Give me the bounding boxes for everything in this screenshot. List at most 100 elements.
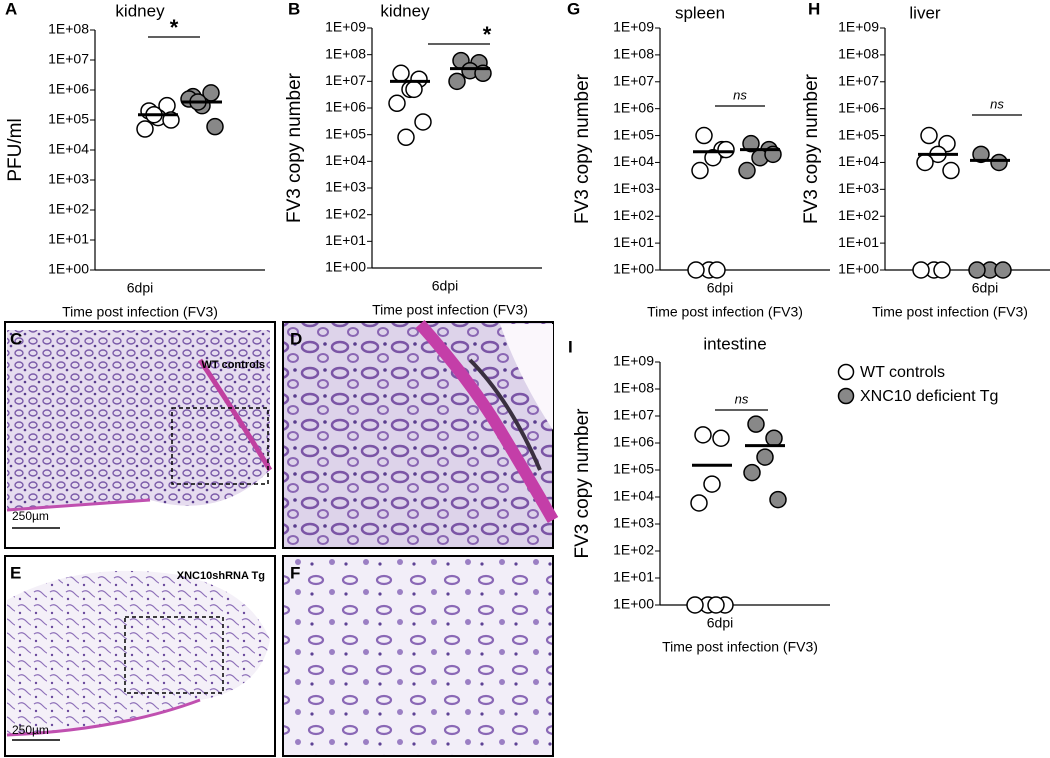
y-axis-label: FV3 copy number <box>572 408 593 559</box>
data-point <box>695 126 713 145</box>
y-tick-label: 1E+09 <box>325 19 366 35</box>
panel-letter: B <box>288 0 300 18</box>
y-tick-label: 1E+01 <box>613 569 654 585</box>
y-tick-label: 1E+01 <box>613 234 654 250</box>
data-point <box>769 490 787 509</box>
legend-swatch <box>837 363 855 381</box>
y-axis-label: FV3 copy number <box>284 72 305 223</box>
data-point <box>742 134 760 153</box>
image-label: WT controls <box>201 359 265 371</box>
panel-letter: I <box>568 337 573 356</box>
data-point <box>707 596 725 614</box>
y-axis-label: FV3 copy number <box>801 73 822 224</box>
data-point <box>448 72 466 91</box>
y-tick-label: 1E+08 <box>48 21 89 37</box>
significance-label: * <box>483 22 492 47</box>
y-tick-label: 1E+01 <box>838 234 879 250</box>
data-point <box>206 117 224 136</box>
y-tick-label: 1E+02 <box>613 207 654 223</box>
y-tick-label: 1E+08 <box>838 46 879 62</box>
significance-label: ns <box>735 391 749 406</box>
y-tick-label: 1E+06 <box>48 81 89 97</box>
data-point <box>388 94 406 113</box>
image-d <box>282 320 559 549</box>
y-tick-label: 1E+06 <box>838 99 879 115</box>
y-tick-label: 1E+03 <box>613 180 654 196</box>
y-tick-label: 1E+01 <box>325 232 366 248</box>
y-axis-label: FV3 copy number <box>572 73 593 224</box>
data-point <box>686 596 704 614</box>
y-tick-label: 1E+00 <box>613 596 654 612</box>
y-tick-label: 1E+03 <box>838 180 879 196</box>
y-tick-label: 1E+00 <box>325 259 366 275</box>
y-tick-label: 1E+07 <box>325 72 366 88</box>
x-axis-label: Time post infection (FV3) <box>872 304 1028 320</box>
x-tick-label: 6dpi <box>707 615 733 631</box>
data-point <box>392 64 410 83</box>
x-axis-label: Time post infection (FV3) <box>662 639 818 655</box>
panel-letter: H <box>808 0 820 18</box>
y-tick-label: 1E+04 <box>613 153 654 169</box>
y-tick-label: 1E+02 <box>613 542 654 558</box>
x-tick-label: 6dpi <box>707 280 733 296</box>
panel-letter: E <box>10 563 21 582</box>
significance-label: ns <box>733 87 747 102</box>
data-point <box>691 161 709 180</box>
x-tick-label: 6dpi <box>127 280 153 296</box>
y-tick-label: 1E+02 <box>838 207 879 223</box>
data-point <box>717 140 735 159</box>
panel-letter: A <box>5 0 17 18</box>
chart-title: intestine <box>703 334 766 353</box>
data-point <box>756 448 774 466</box>
y-tick-label: 1E+00 <box>838 261 879 277</box>
y-tick-label: 1E+07 <box>613 72 654 88</box>
y-tick-label: 1E+05 <box>838 126 879 142</box>
significance-label: ns <box>990 96 1004 111</box>
chart-title: kidney <box>380 1 430 20</box>
data-point <box>990 153 1008 172</box>
chart-title: kidney <box>115 1 165 20</box>
y-tick-label: 1E+08 <box>613 380 654 396</box>
data-point <box>994 261 1012 279</box>
y-tick-label: 1E+00 <box>613 261 654 277</box>
y-tick-label: 1E+06 <box>325 99 366 115</box>
y-tick-label: 1E+04 <box>48 141 89 157</box>
y-tick-label: 1E+03 <box>325 179 366 195</box>
panel-letter: G <box>567 0 580 18</box>
y-tick-label: 1E+04 <box>838 153 879 169</box>
data-point <box>397 128 415 147</box>
data-point <box>747 415 765 433</box>
y-tick-label: 1E+07 <box>613 407 654 423</box>
y-axis-label: PFU/ml <box>5 118 26 181</box>
y-tick-label: 1E+01 <box>48 231 89 247</box>
data-point <box>708 261 726 279</box>
y-tick-label: 1E+02 <box>48 201 89 217</box>
data-point <box>916 153 934 172</box>
data-point <box>687 261 705 279</box>
scale-label: 250µm <box>12 723 49 737</box>
image-label: XNC10shRNA Tg <box>177 570 265 582</box>
y-tick-label: 1E+09 <box>613 353 654 369</box>
data-point <box>694 426 712 444</box>
data-point <box>942 161 960 180</box>
y-tick-label: 1E+07 <box>48 51 89 67</box>
data-point <box>414 113 432 131</box>
y-tick-label: 1E+08 <box>613 46 654 62</box>
panel-letter: C <box>10 329 22 348</box>
y-tick-label: 1E+00 <box>48 261 89 277</box>
y-tick-label: 1E+06 <box>613 99 654 115</box>
scale-label: 250µm <box>12 509 49 523</box>
x-axis-label: Time post infection (FV3) <box>372 302 528 318</box>
data-point <box>405 80 423 99</box>
significance-label: * <box>170 15 179 40</box>
chart-title: liver <box>909 3 941 22</box>
legend-label: XNC10 deficient Tg <box>860 388 998 405</box>
legend-swatch <box>837 387 855 405</box>
y-tick-label: 1E+09 <box>838 19 879 35</box>
x-axis-label: Time post infection (FV3) <box>62 304 218 320</box>
data-point <box>703 475 721 493</box>
y-tick-label: 1E+05 <box>613 461 654 477</box>
x-tick-label: 6dpi <box>432 278 458 294</box>
data-point <box>738 161 756 180</box>
